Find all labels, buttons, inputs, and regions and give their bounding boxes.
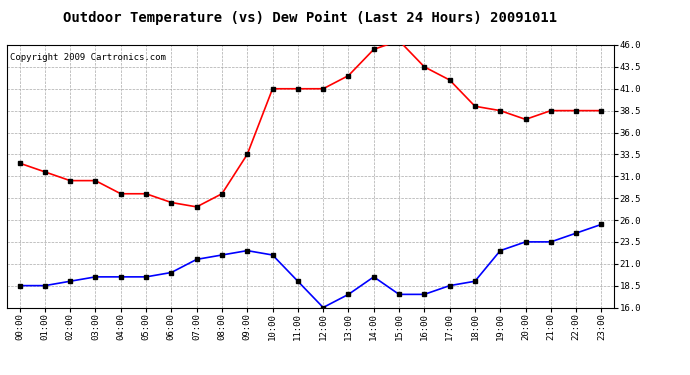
Text: Outdoor Temperature (vs) Dew Point (Last 24 Hours) 20091011: Outdoor Temperature (vs) Dew Point (Last… — [63, 11, 558, 26]
Text: Copyright 2009 Cartronics.com: Copyright 2009 Cartronics.com — [10, 53, 166, 62]
